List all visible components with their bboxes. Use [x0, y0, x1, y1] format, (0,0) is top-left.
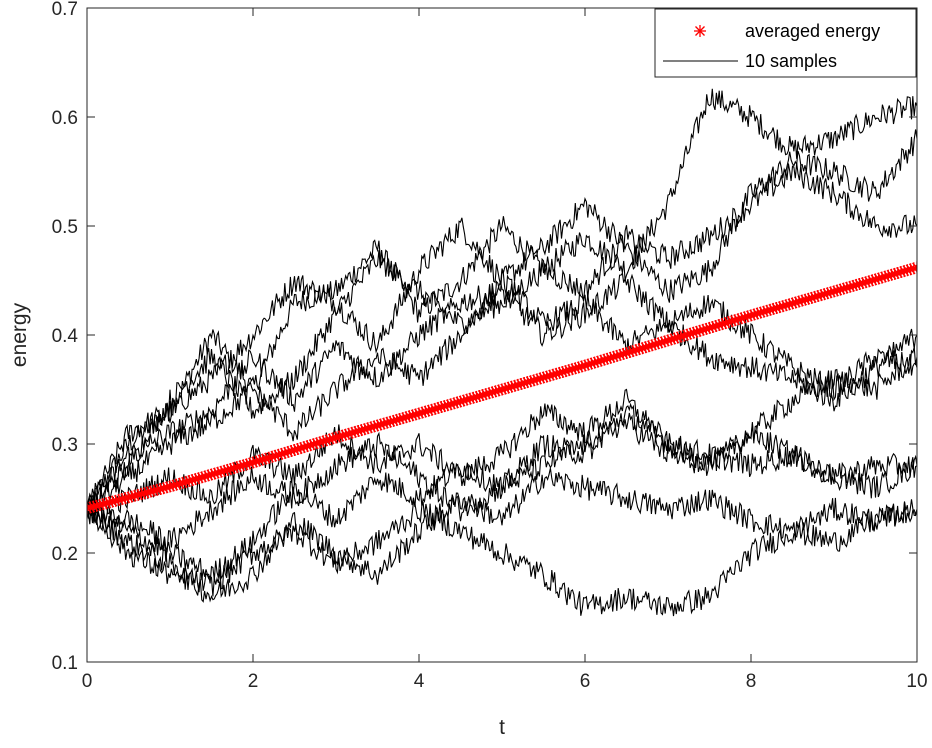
x-tick-label: 10	[906, 671, 927, 692]
x-tick-label: 0	[82, 671, 93, 692]
averaged-energy-point	[911, 261, 917, 274]
ticks-layer: 0 2 4 6 8 10 0.1 0.2 0.3 0.4 0.5 0.6 0.7	[52, 0, 928, 692]
x-tick-label: 8	[746, 671, 757, 692]
series-layer	[87, 88, 917, 617]
sample-line-9	[87, 499, 917, 617]
plot-background	[87, 8, 917, 662]
averaged-energy-markers	[87, 261, 917, 515]
legend-box	[654, 8, 917, 78]
sample-line-8	[87, 468, 917, 603]
x-axis-label: t	[499, 716, 505, 739]
y-tick-label: 0.1	[52, 653, 78, 674]
y-tick-label: 0.3	[52, 435, 78, 456]
sample-line-4	[87, 271, 917, 510]
x-tick-label: 6	[580, 671, 591, 692]
sample-line-1	[87, 88, 917, 510]
legend-averaged-energy-label: averaged energy	[745, 21, 880, 41]
y-tick-label: 0.2	[52, 544, 78, 565]
sample-line-2	[87, 129, 917, 510]
y-axis-label: energy	[8, 302, 31, 367]
sample-line-5	[87, 270, 917, 519]
legend: averaged energy 10 samples	[654, 8, 917, 78]
y-tick-label: 0.4	[52, 326, 79, 347]
legend-samples-label: 10 samples	[745, 51, 837, 71]
x-tick-label: 2	[248, 671, 259, 692]
sample-line-10	[87, 412, 917, 553]
sample-line-3	[87, 163, 917, 516]
legend-averaged-energy-marker	[694, 25, 706, 37]
x-tick-label: 4	[414, 671, 425, 692]
y-tick-label: 0.6	[52, 108, 78, 129]
y-tick-label: 0.7	[52, 0, 78, 20]
y-tick-label: 0.5	[52, 217, 78, 238]
